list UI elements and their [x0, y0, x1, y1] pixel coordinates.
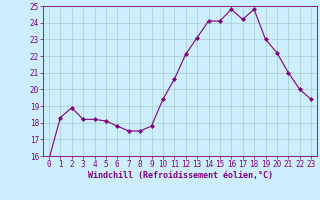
X-axis label: Windchill (Refroidissement éolien,°C): Windchill (Refroidissement éolien,°C) — [87, 171, 273, 180]
